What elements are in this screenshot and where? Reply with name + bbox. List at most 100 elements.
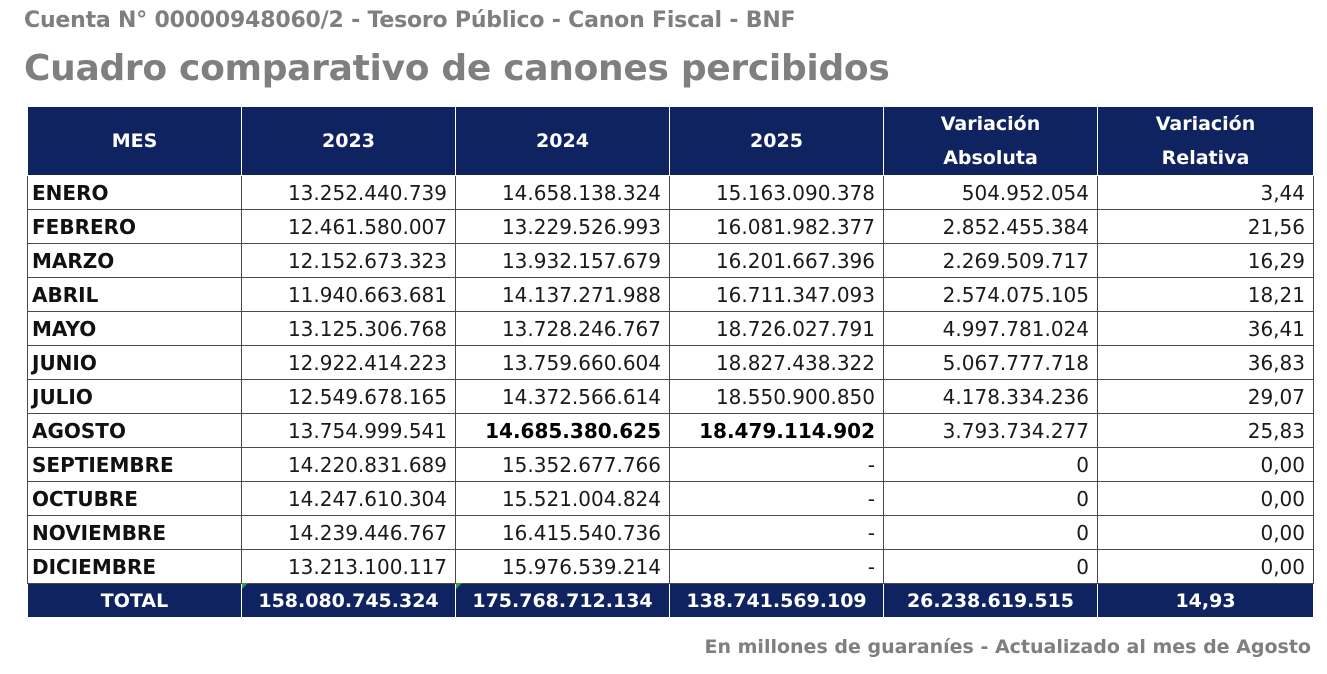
cell-2025: - xyxy=(669,549,884,584)
table-row: SEPTIEMBRE 14.220.831.689 15.352.677.766… xyxy=(27,447,1314,482)
table-row: FEBRERO 12.461.580.007 13.229.526.993 16… xyxy=(27,209,1314,244)
cell-2025: - xyxy=(669,515,884,550)
cell-variacion-relativa: 0,00 xyxy=(1097,481,1314,516)
cell-2025: 16.711.347.093 xyxy=(669,277,884,312)
cell-2024: 14.658.138.324 xyxy=(455,175,670,210)
cell-variacion-absoluta: 2.852.455.384 xyxy=(883,209,1098,244)
cell-variacion-relativa: 29,07 xyxy=(1097,379,1314,414)
cell-variacion-absoluta: 504.952.054 xyxy=(883,175,1098,210)
table-row: MAYO 13.125.306.768 13.728.246.767 18.72… xyxy=(27,311,1314,346)
cell-2024: 14.685.380.625 xyxy=(455,413,670,448)
account-subtitle: Cuenta N° 00000948060/2 - Tesoro Público… xyxy=(24,8,796,33)
table-row: OCTUBRE 14.247.610.304 15.521.004.824 - … xyxy=(27,481,1314,516)
cell-mes: SEPTIEMBRE xyxy=(27,447,242,482)
page-title: Cuadro comparativo de canones percibidos xyxy=(24,48,890,89)
cell-mes: DICIEMBRE xyxy=(27,549,242,584)
cell-mes: ABRIL xyxy=(27,277,242,312)
column-header-var-rel-line1: Variación xyxy=(1155,113,1256,135)
cell-mes: FEBRERO xyxy=(27,209,242,244)
cell-2025: 18.550.900.850 xyxy=(669,379,884,414)
cell-2024: 15.521.004.824 xyxy=(455,481,670,516)
cell-2023: 12.549.678.165 xyxy=(241,379,456,414)
cell-2023: 12.922.414.223 xyxy=(241,345,456,380)
table-row: MARZO 12.152.673.323 13.932.157.679 16.2… xyxy=(27,243,1314,278)
canons-comparison-table: MES 2023 2024 2025 Variación Absoluta Va… xyxy=(27,106,1314,618)
cell-variacion-relativa: 36,41 xyxy=(1097,311,1314,346)
cell-2025: 18.479.114.902 xyxy=(669,413,884,448)
cell-variacion-relativa: 16,29 xyxy=(1097,243,1314,278)
cell-variacion-relativa: 0,00 xyxy=(1097,549,1314,584)
total-2023: 158.080.745.324 xyxy=(241,583,456,618)
table-row: NOVIEMBRE 14.239.446.767 16.415.540.736 … xyxy=(27,515,1314,550)
cell-variacion-relativa: 36,83 xyxy=(1097,345,1314,380)
column-header-var-abs-line1: Variación xyxy=(940,113,1041,135)
total-2025: 138.741.569.109 xyxy=(669,583,884,618)
formula-indicator-icon xyxy=(456,583,462,589)
column-header-variacion-relativa: Variación Relativa xyxy=(1097,106,1314,176)
cell-variacion-relativa: 18,21 xyxy=(1097,277,1314,312)
cell-2025: - xyxy=(669,481,884,516)
cell-variacion-absoluta: 4.178.334.236 xyxy=(883,379,1098,414)
cell-variacion-relativa: 0,00 xyxy=(1097,447,1314,482)
table-row: ABRIL 11.940.663.681 14.137.271.988 16.7… xyxy=(27,277,1314,312)
cell-variacion-absoluta: 0 xyxy=(883,515,1098,550)
column-header-2023: 2023 xyxy=(241,106,456,176)
cell-variacion-absoluta: 2.269.509.717 xyxy=(883,243,1098,278)
cell-variacion-absoluta: 5.067.777.718 xyxy=(883,345,1098,380)
cell-variacion-relativa: 3,44 xyxy=(1097,175,1314,210)
column-header-2025: 2025 xyxy=(669,106,884,176)
cell-mes: OCTUBRE xyxy=(27,481,242,516)
total-label: TOTAL xyxy=(27,583,242,618)
cell-2024: 16.415.540.736 xyxy=(455,515,670,550)
cell-2024: 13.759.660.604 xyxy=(455,345,670,380)
cell-mes: JUNIO xyxy=(27,345,242,380)
cell-variacion-absoluta: 0 xyxy=(883,549,1098,584)
column-header-2024: 2024 xyxy=(455,106,670,176)
cell-2025: 16.081.982.377 xyxy=(669,209,884,244)
cell-2023: 11.940.663.681 xyxy=(241,277,456,312)
cell-variacion-absoluta: 4.997.781.024 xyxy=(883,311,1098,346)
cell-2024: 14.137.271.988 xyxy=(455,277,670,312)
cell-2024: 13.932.157.679 xyxy=(455,243,670,278)
table-row: JUNIO 12.922.414.223 13.759.660.604 18.8… xyxy=(27,345,1314,380)
cell-2023: 12.461.580.007 xyxy=(241,209,456,244)
cell-2025: 16.201.667.396 xyxy=(669,243,884,278)
cell-variacion-absoluta: 2.574.075.105 xyxy=(883,277,1098,312)
cell-2024: 13.229.526.993 xyxy=(455,209,670,244)
cell-2024: 15.352.677.766 xyxy=(455,447,670,482)
cell-mes: AGOSTO xyxy=(27,413,242,448)
total-row: TOTAL 158.080.745.324 175.768.712.134 13… xyxy=(27,583,1314,618)
cell-mes: MAYO xyxy=(27,311,242,346)
table-row: AGOSTO 13.754.999.541 14.685.380.625 18.… xyxy=(27,413,1314,448)
table-header-row: MES 2023 2024 2025 Variación Absoluta Va… xyxy=(27,106,1314,176)
total-variacion-absoluta: 26.238.619.515 xyxy=(883,583,1098,618)
cell-2023: 14.247.610.304 xyxy=(241,481,456,516)
cell-2023: 13.252.440.739 xyxy=(241,175,456,210)
cell-2023: 13.125.306.768 xyxy=(241,311,456,346)
cell-mes: JULIO xyxy=(27,379,242,414)
column-header-mes: MES xyxy=(27,106,242,176)
column-header-var-abs-line2: Absoluta xyxy=(943,147,1038,169)
cell-2024: 14.372.566.614 xyxy=(455,379,670,414)
cell-2025: 18.726.027.791 xyxy=(669,311,884,346)
cell-2025: - xyxy=(669,447,884,482)
cell-2023: 12.152.673.323 xyxy=(241,243,456,278)
cell-2023: 13.754.999.541 xyxy=(241,413,456,448)
cell-variacion-absoluta: 0 xyxy=(883,481,1098,516)
footnote: En millones de guaraníes - Actualizado a… xyxy=(704,636,1311,658)
cell-2025: 18.827.438.322 xyxy=(669,345,884,380)
cell-variacion-absoluta: 3.793.734.277 xyxy=(883,413,1098,448)
cell-variacion-absoluta: 0 xyxy=(883,447,1098,482)
cell-mes: ENERO xyxy=(27,175,242,210)
cell-mes: NOVIEMBRE xyxy=(27,515,242,550)
table-row: ENERO 13.252.440.739 14.658.138.324 15.1… xyxy=(27,175,1314,210)
cell-variacion-relativa: 0,00 xyxy=(1097,515,1314,550)
cell-2023: 14.220.831.689 xyxy=(241,447,456,482)
total-2024: 175.768.712.134 xyxy=(455,583,670,618)
total-variacion-relativa: 14,93 xyxy=(1097,583,1314,618)
column-header-variacion-absoluta: Variación Absoluta xyxy=(883,106,1098,176)
cell-2025: 15.163.090.378 xyxy=(669,175,884,210)
cell-2024: 13.728.246.767 xyxy=(455,311,670,346)
cell-variacion-relativa: 25,83 xyxy=(1097,413,1314,448)
cell-2023: 14.239.446.767 xyxy=(241,515,456,550)
